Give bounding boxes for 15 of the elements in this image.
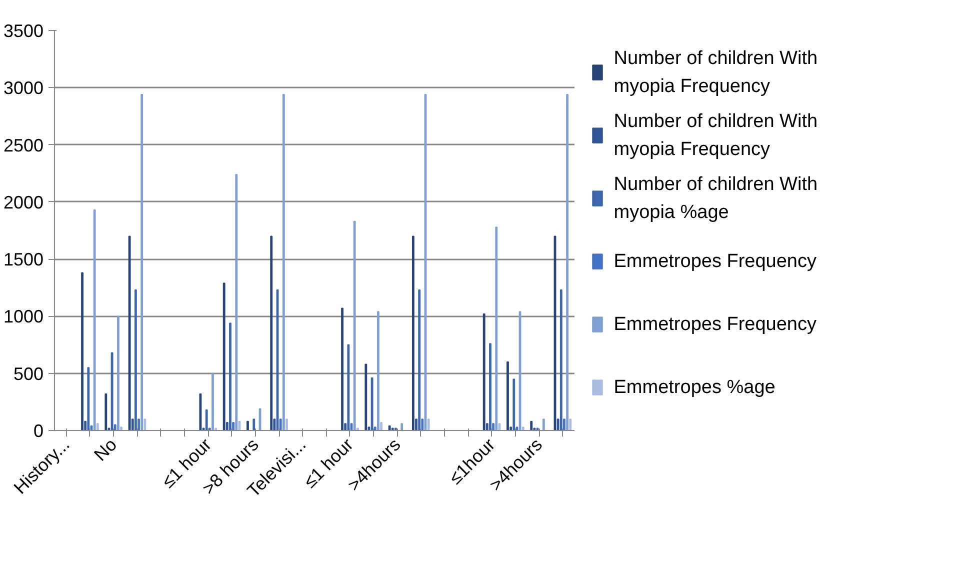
legend-label: Emmetropes Frequency: [614, 251, 817, 272]
legend-label: Emmetropes Frequency: [614, 314, 817, 335]
y-tick-label: 1000: [3, 306, 44, 327]
y-tick-label: 500: [13, 364, 44, 384]
legend-label: Number of children With myopia Frequency: [614, 48, 818, 98]
y-tick-label: 1500: [3, 250, 44, 270]
y-tick-label: 2000: [3, 192, 44, 212]
x-tick-label: No: [90, 434, 121, 465]
legend-label: Number of children With myopia %age: [614, 174, 818, 224]
y-tick-label: 3000: [3, 78, 44, 98]
legend-label: Number of children With myopia Frequency: [614, 110, 818, 160]
y-tick-label: 0: [33, 421, 44, 441]
y-tick-label: 3500: [3, 21, 44, 41]
legend-label: Emmetropes %age: [614, 377, 776, 398]
y-tick-label: 2500: [3, 135, 44, 156]
